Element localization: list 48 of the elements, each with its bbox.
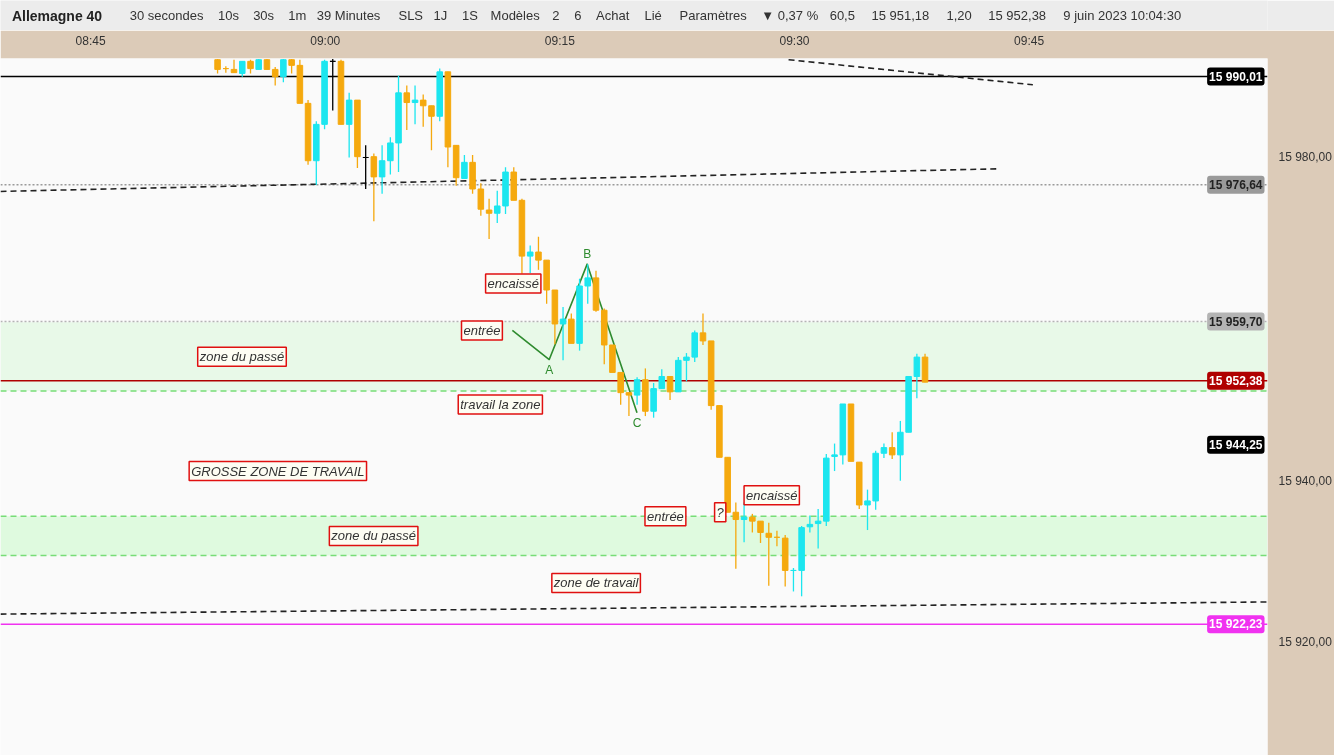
x-tick-label: 09:00 [310,33,341,48]
band-label: zone du passé [330,528,416,544]
x-tick-label: 09:30 [779,33,810,48]
x-tick-label: 09:45 [1014,33,1045,48]
text: Paramètres [679,8,748,23]
text: 2 [552,8,560,23]
y-tick-label: 15 980,00 [1278,150,1333,165]
annotation: encaissé [487,275,539,291]
band-label: zone du passé [198,349,285,365]
text: Achat [596,8,630,23]
annotation: travail la zone [460,396,541,412]
text: ▼ 0,37 % [761,8,819,23]
x-tick-label: 08:45 [75,33,106,48]
text: 60,5 [829,8,855,23]
text: 1m [288,8,307,23]
text: 9 juin 2023 10:04:30 [1063,8,1182,23]
text: Modèles [490,8,541,23]
text: SLS [398,8,424,23]
text: 6 [574,8,582,23]
annotation: encaissé [746,487,798,503]
text: 10s [218,8,240,23]
ref-line-label: 15 976,64 [1209,177,1263,192]
text: 15 952,38 [988,8,1047,23]
text: 1J [433,8,448,23]
annotation: entrée [463,322,501,338]
text: Lié [644,8,662,23]
ref-line-label: 15 922,23 [1209,617,1263,632]
text: 15 951,18 [871,8,930,23]
annotation: 15 944,25 [1209,437,1263,452]
text: 30s [253,8,275,23]
y-tick-label: 15 920,00 [1278,635,1333,650]
y-tick-label: 15 940,00 [1278,473,1333,488]
chart-title: Allemagne 40 [11,7,103,24]
text: 1,20 [946,8,972,23]
annotation: zone de travail [552,575,640,591]
annotation: GROSSE ZONE DE TRAVAIL [191,463,365,479]
ref-line-label: 15 959,70 [1209,314,1263,329]
data-label: A [545,362,554,377]
text: 39 Minutes [316,8,381,23]
annotation: entrée [646,508,684,524]
ref-line-label: 15 952,38 [1209,373,1263,388]
annotation: ? [716,504,725,520]
data-label: B [583,247,592,262]
ref-line-label: 15 990,01 [1209,69,1263,84]
text: 1S [462,8,479,23]
x-tick-label: 09:15 [544,33,576,48]
data-label: C [632,415,642,430]
text: 30 secondes [129,8,204,23]
